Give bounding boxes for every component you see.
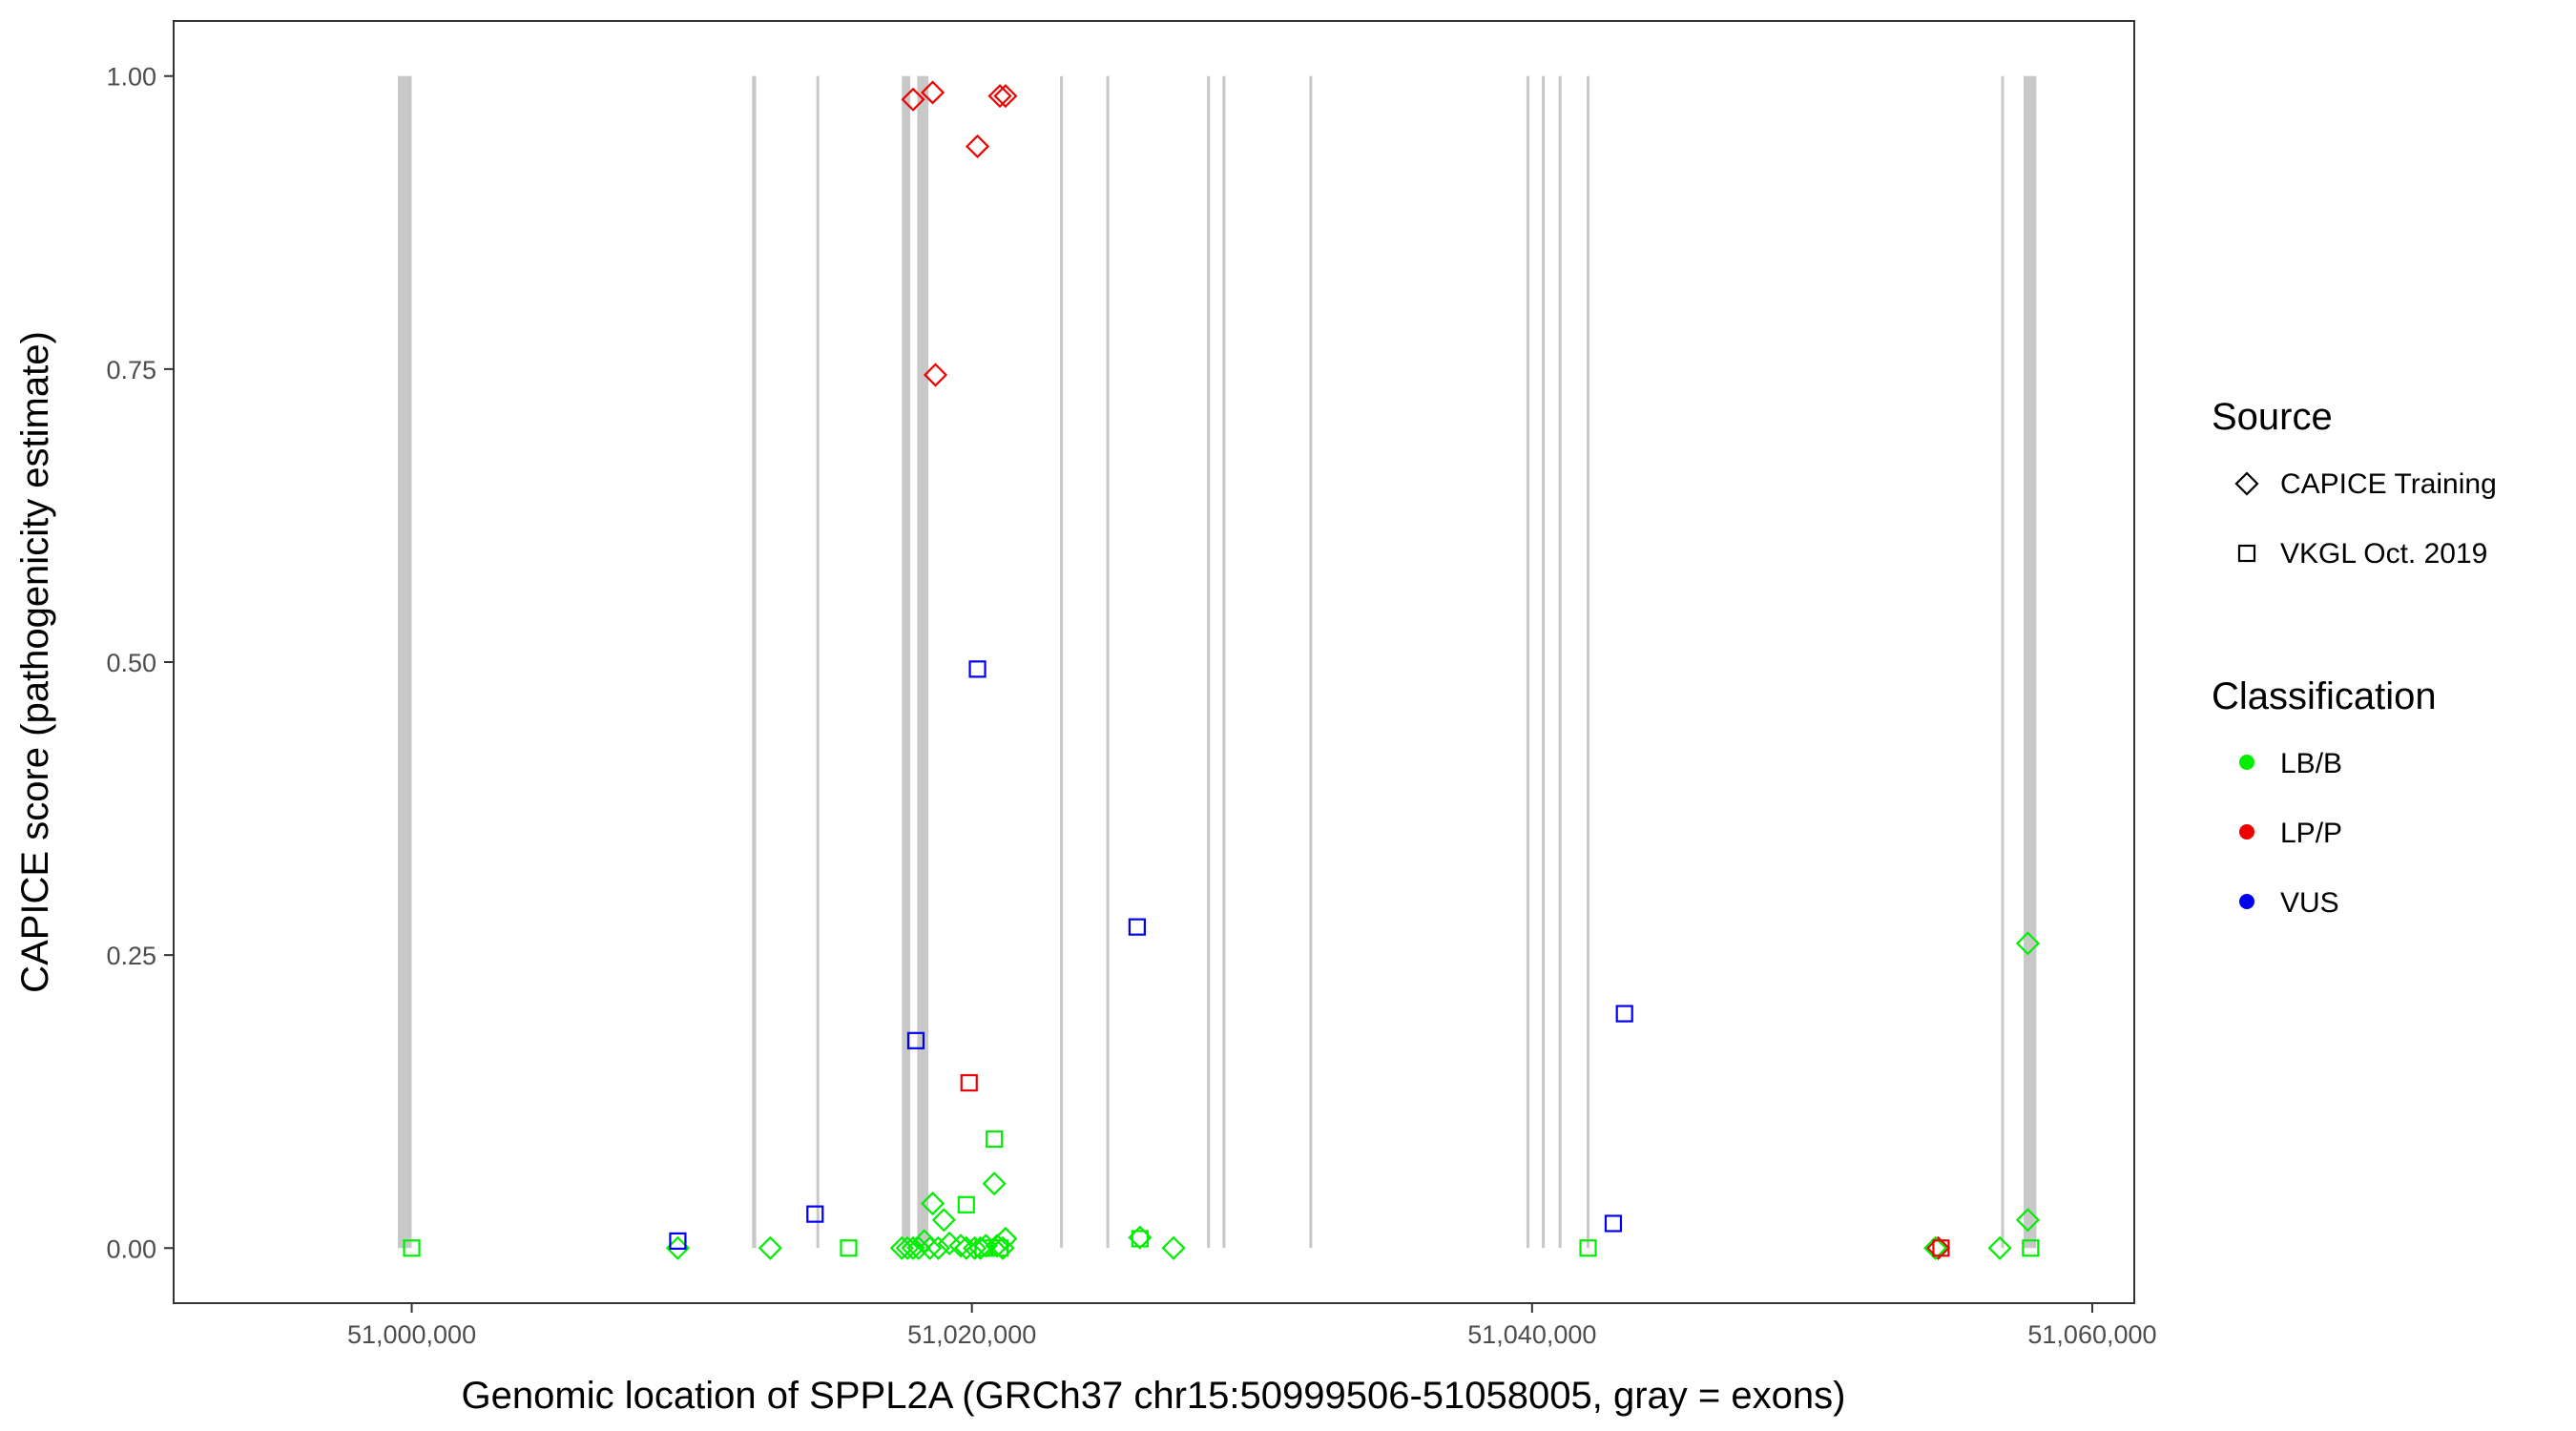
- vkgl-point: [1615, 1005, 1633, 1023]
- exon-band: [398, 75, 412, 1249]
- vkgl-point: [960, 1073, 978, 1092]
- y-axis-title: CAPICE score (pathogenicity estimate): [14, 331, 56, 993]
- exon-band: [1106, 75, 1110, 1249]
- capice-training-point: [1923, 1235, 1948, 1260]
- legend-key-dot: [2239, 894, 2254, 909]
- legend-source-title: Source: [2212, 396, 2333, 438]
- capice-training-point: [993, 84, 1018, 109]
- exon-bands: [398, 75, 2037, 1249]
- exon-band: [902, 75, 911, 1249]
- capice-training-point: [895, 1235, 920, 1260]
- vkgl-point: [840, 1239, 858, 1257]
- vkgl-point: [974, 1239, 992, 1257]
- exon-band: [2001, 75, 2005, 1249]
- legend-source-keys: [2234, 471, 2259, 563]
- axis-ticks: 0.00 0.25 0.50 0.75 1.00 51,000,000 51,020,000…: [106, 63, 2156, 1349]
- legend-class-label-lbb: LB/B: [2280, 748, 2342, 779]
- y-tick-label: 0.00: [106, 1234, 156, 1263]
- vkgl-point: [1604, 1214, 1623, 1233]
- exon-band: [1542, 75, 1546, 1249]
- x-tick-label: 51,000,000: [347, 1320, 476, 1349]
- capice-training-point: [965, 134, 990, 159]
- capice-training-point: [990, 1235, 1015, 1260]
- vkgl-point: [1128, 918, 1146, 936]
- exon-band: [917, 75, 929, 1249]
- vkgl-point: [403, 1239, 421, 1257]
- vkgl-point: [957, 1195, 975, 1213]
- exon-band: [1207, 75, 1211, 1249]
- legend: Source CAPICE Training VKGL Oct. 2019 Cl…: [2212, 396, 2497, 919]
- vkgl-point: [1932, 1239, 1950, 1257]
- legend-class-label-lpp: LP/P: [2280, 818, 2342, 849]
- vkgl-point: [968, 660, 987, 678]
- capice-training-point: [987, 84, 1012, 109]
- legend-class-keys: [2239, 755, 2254, 909]
- exon-band: [1587, 75, 1589, 1249]
- legend-class-label-vus: VUS: [2280, 887, 2339, 919]
- exon-band: [1222, 75, 1226, 1249]
- legend-key-dot: [2239, 755, 2254, 770]
- capice-training-point: [889, 1235, 914, 1260]
- vkgl-point: [806, 1205, 824, 1223]
- legend-class-title: Classification: [2212, 675, 2437, 717]
- capice-training-point: [2015, 931, 2040, 956]
- capice-training-point: [1987, 1235, 2012, 1260]
- y-tick-label: 1.00: [106, 63, 156, 92]
- capice-training-point: [906, 1235, 931, 1260]
- capice-training-point: [1925, 1235, 1951, 1260]
- capice-training-point: [921, 80, 945, 105]
- y-tick-label: 0.75: [106, 356, 156, 384]
- vkgl-point: [2022, 1239, 2040, 1257]
- vkgl-point: [990, 1239, 1009, 1257]
- capice-training-point: [937, 1231, 962, 1255]
- vkgl-point: [1131, 1230, 1149, 1248]
- y-tick-label: 0.50: [106, 649, 156, 677]
- exon-band: [1526, 75, 1529, 1249]
- capice-training-point: [993, 1226, 1018, 1251]
- legend-source-label-training: CAPICE Training: [2280, 468, 2497, 500]
- capice-training-point: [921, 1192, 945, 1216]
- capice-training-point: [925, 1235, 951, 1260]
- capice-training-point: [2015, 1208, 2040, 1233]
- exon-band: [816, 75, 820, 1249]
- exon-band: [2024, 75, 2037, 1249]
- capice-training-point: [901, 1235, 925, 1260]
- capice-training-point: [982, 1172, 1007, 1196]
- vkgl-point: [669, 1232, 687, 1250]
- x-tick-label: 51,040,000: [1467, 1320, 1596, 1349]
- capice-training-point: [948, 1234, 973, 1258]
- capice-training-point: [963, 1235, 987, 1260]
- plot-panel-border: [173, 20, 2135, 1304]
- capice-training-point: [758, 1235, 782, 1260]
- exon-band: [1060, 75, 1064, 1249]
- legend-key-diamond: [2234, 471, 2259, 496]
- legend-key-dot: [2239, 824, 2254, 840]
- vkgl-point: [1579, 1239, 1597, 1257]
- y-tick-label: 0.25: [106, 942, 156, 970]
- exon-band: [1309, 75, 1313, 1249]
- capice-training-point: [901, 87, 925, 112]
- exon-band: [1558, 75, 1562, 1249]
- capice-training-point: [1161, 1235, 1186, 1260]
- vkgl-point: [986, 1130, 1004, 1149]
- capice-training-point: [923, 363, 948, 387]
- capice-training-point: [918, 1235, 943, 1260]
- exon-band: [752, 75, 757, 1249]
- data-points: [403, 80, 2040, 1260]
- legend-source-label-vkgl: VKGL Oct. 2019: [2280, 538, 2487, 570]
- x-axis-title: Genomic location of SPPL2A (GRCh37 chr15…: [462, 1375, 1846, 1417]
- capice-training-point: [931, 1208, 956, 1233]
- x-tick-label: 51,060,000: [2027, 1320, 2156, 1349]
- legend-key-square: [2237, 544, 2256, 563]
- vkgl-point: [906, 1031, 925, 1049]
- x-tick-label: 51,020,000: [907, 1320, 1036, 1349]
